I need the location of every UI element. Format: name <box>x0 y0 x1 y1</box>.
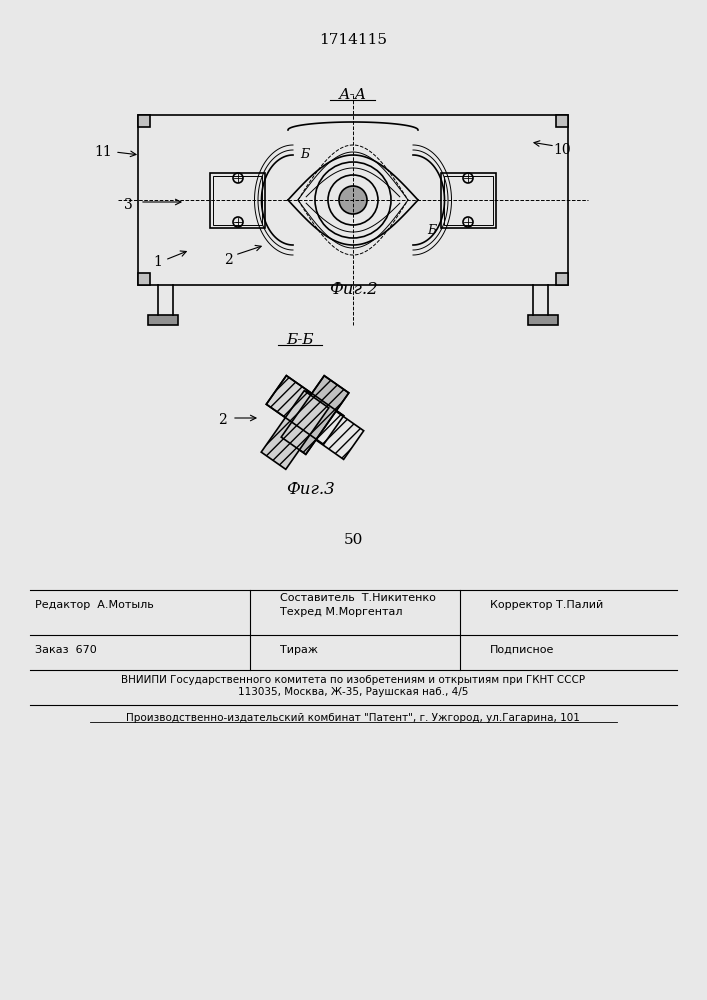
Circle shape <box>339 186 367 214</box>
Text: 1: 1 <box>153 255 163 269</box>
Text: 11: 11 <box>94 145 112 159</box>
Text: Б: Б <box>300 148 310 161</box>
Text: Подписное: Подписное <box>490 645 554 655</box>
Bar <box>148 315 178 325</box>
Polygon shape <box>286 391 363 459</box>
Text: 10: 10 <box>553 143 571 157</box>
Polygon shape <box>267 376 344 444</box>
Bar <box>444 176 493 225</box>
Text: 50: 50 <box>344 533 363 547</box>
Bar <box>138 115 150 127</box>
Text: А-А: А-А <box>339 88 367 102</box>
Text: ВНИИПИ Государственного комитета по изобретениям и открытиям при ГКНТ СССР: ВНИИПИ Государственного комитета по изоб… <box>121 675 585 685</box>
Text: Б-Б: Б-Б <box>286 333 314 347</box>
Text: Фиг.2: Фиг.2 <box>329 282 378 298</box>
Bar <box>138 273 150 285</box>
Text: Фиг.3: Фиг.3 <box>286 482 334 498</box>
Polygon shape <box>281 376 349 454</box>
Text: Составитель  Т.Никитенко: Составитель Т.Никитенко <box>280 593 436 603</box>
Polygon shape <box>261 391 329 469</box>
Bar <box>556 115 568 127</box>
Text: 1714115: 1714115 <box>319 33 387 47</box>
Text: Техред М.Моргентал: Техред М.Моргентал <box>280 607 402 617</box>
Text: Тираж: Тираж <box>280 645 318 655</box>
Bar <box>556 273 568 285</box>
Text: 113035, Москва, Ж-35, Раушская наб., 4/5: 113035, Москва, Ж-35, Раушская наб., 4/5 <box>238 687 468 697</box>
Text: 2: 2 <box>218 413 226 427</box>
Text: 2: 2 <box>223 253 233 267</box>
Text: Б: Б <box>428 224 436 236</box>
Bar <box>213 176 262 225</box>
Text: 3: 3 <box>124 198 132 212</box>
Text: Производственно-издательский комбинат "Патент", г. Ужгород, ул.Гагарина, 101: Производственно-издательский комбинат "П… <box>126 713 580 723</box>
Text: Корректор Т.Палий: Корректор Т.Палий <box>490 600 603 610</box>
Bar <box>528 315 558 325</box>
Bar <box>138 115 568 285</box>
Bar <box>210 173 265 228</box>
Text: Редактор  А.Мотыль: Редактор А.Мотыль <box>35 600 153 610</box>
Text: Заказ  670: Заказ 670 <box>35 645 97 655</box>
Bar <box>441 173 496 228</box>
